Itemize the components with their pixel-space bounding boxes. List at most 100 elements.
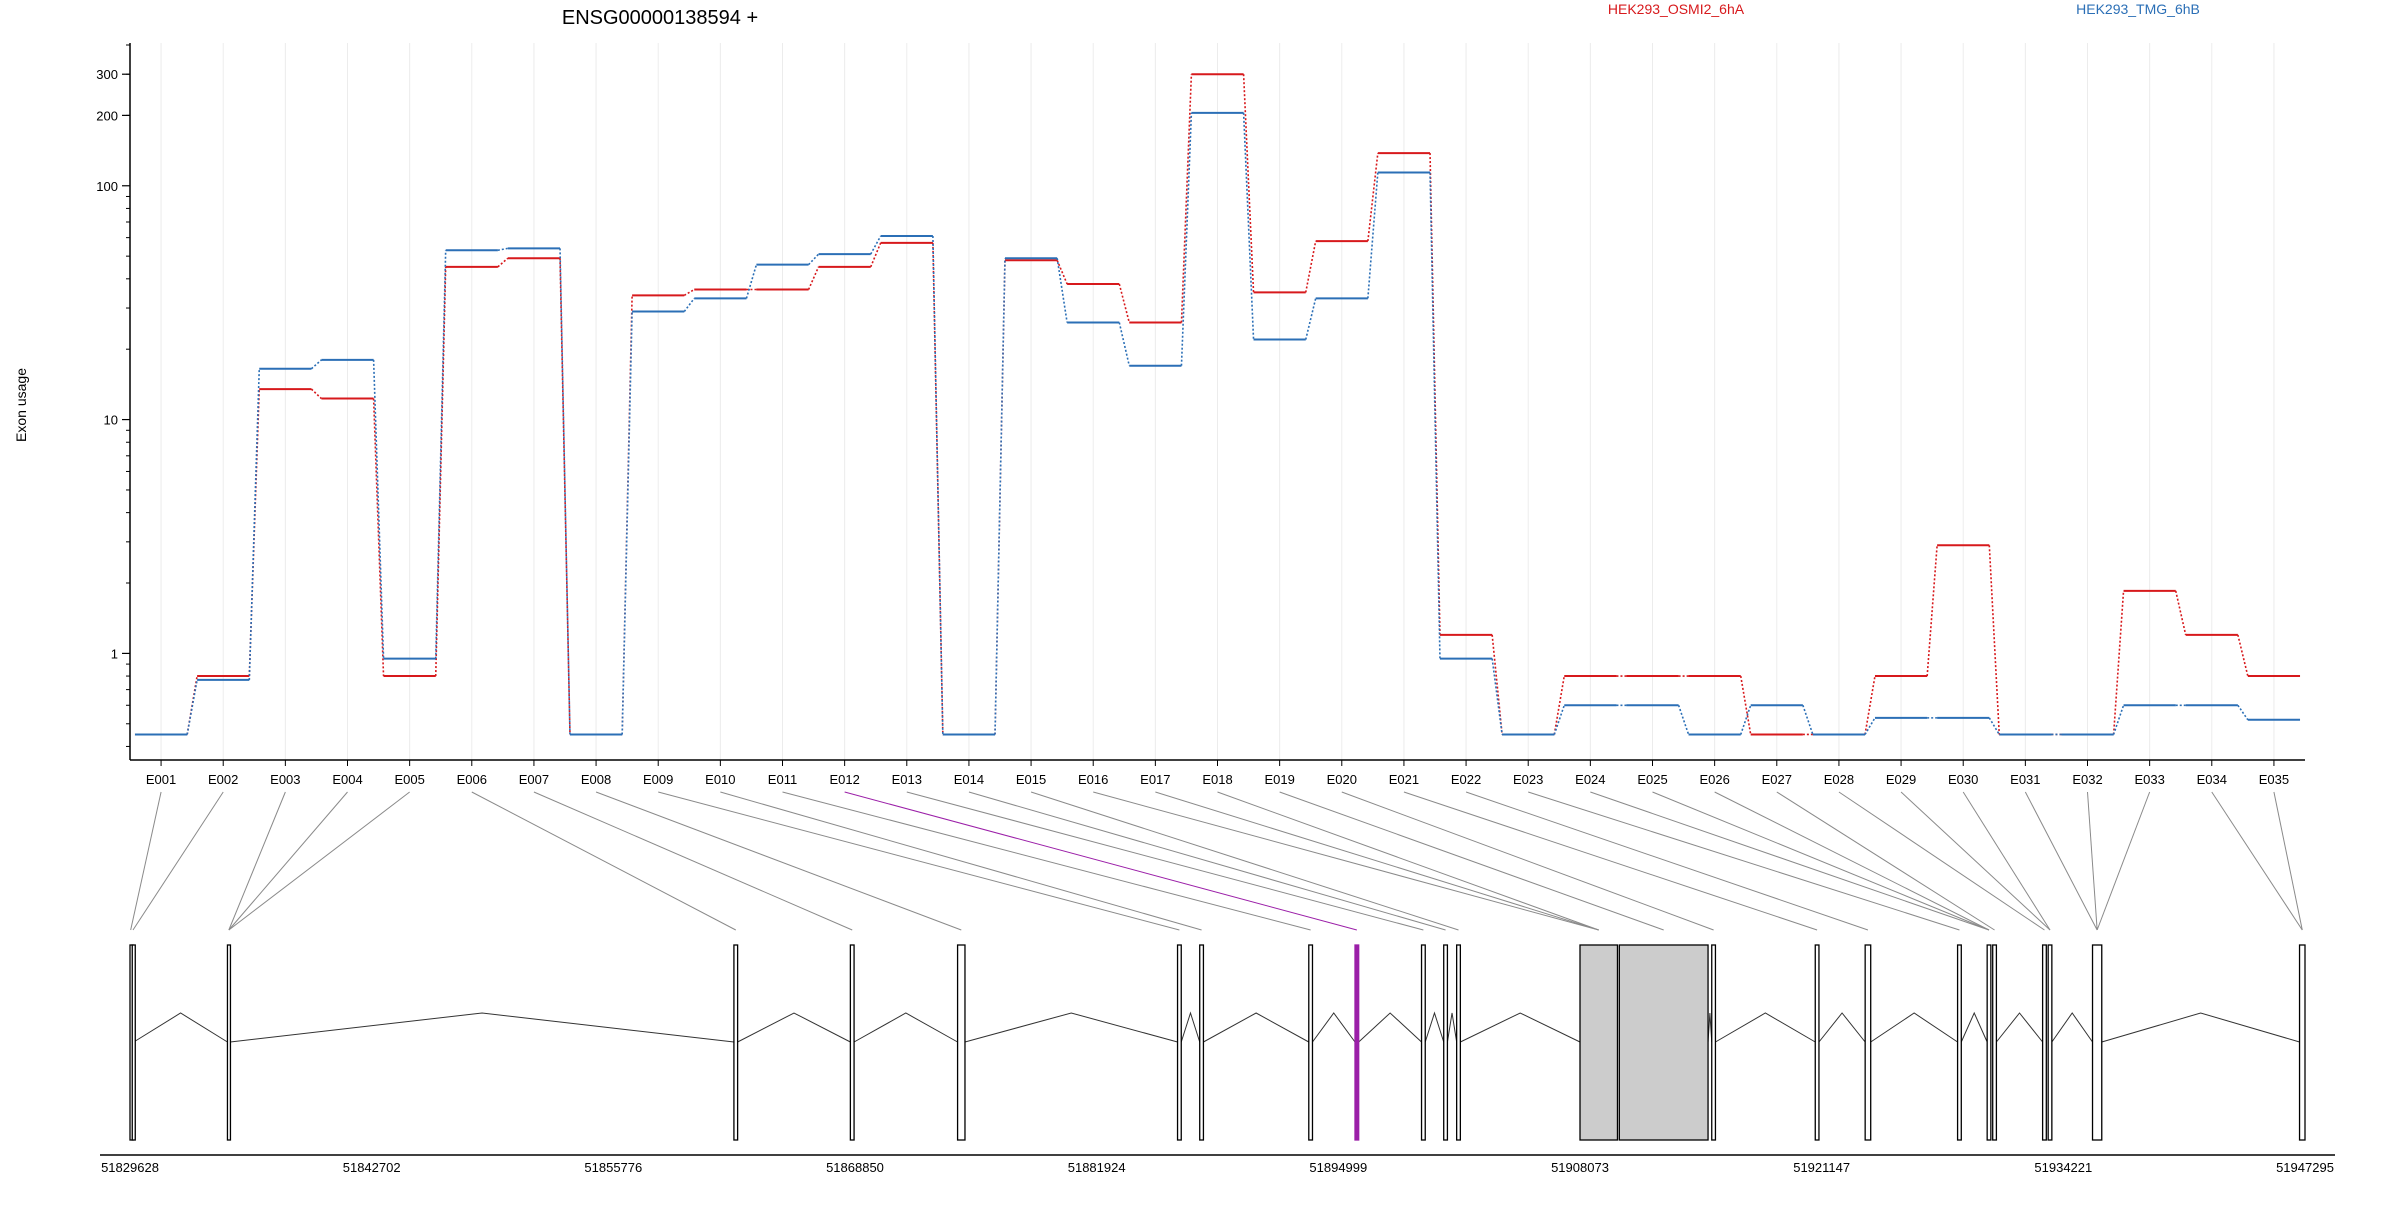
connector-E018 [1217,791,1599,931]
exon-box [849,944,855,1141]
series-transition [1864,675,1876,735]
series-transition [1739,705,1752,735]
x-tick-label: E028 [1824,772,1854,787]
x-tick-label: E033 [2134,772,2164,787]
exon-box [1864,944,1872,1141]
x-tick-label: E027 [1762,772,1792,787]
series-transition [932,235,944,735]
series-transition [1553,675,1566,735]
connector-E025 [1652,791,1990,931]
connector-E014 [968,791,1446,931]
intron-line [1960,1011,1988,1043]
exon-box [1992,944,1998,1141]
genomic-coordinate-label: 51921147 [1793,1160,1850,1175]
x-tick-label: E006 [457,772,487,787]
connector-E011 [782,791,1311,931]
series-transition [683,297,695,312]
series-transition [559,258,571,735]
series-transition [310,359,322,370]
series-transition [310,388,322,400]
y-tick-label: 300 [96,67,118,82]
intron-line [230,1012,734,1043]
exon-box [1308,944,1314,1141]
series-transition [683,288,695,297]
intron-line [133,1012,228,1043]
x-tick-label: E030 [1948,772,1978,787]
series-transition [2237,704,2249,721]
x-tick-label: E003 [270,772,300,787]
intron-line [1446,1012,1458,1043]
series-transition [1056,258,1068,323]
series-transition [186,679,198,735]
x-tick-label: E022 [1451,772,1481,787]
series-transition [2174,590,2187,636]
x-tick-label: E016 [1078,772,1108,787]
series-transition [1491,634,1503,735]
exon-box [1420,944,1426,1141]
series-transition [1429,172,1441,659]
connector-E026 [1714,791,1990,931]
x-tick-label: E013 [892,772,922,787]
series-transition [1802,705,1814,735]
series-transition [994,258,1006,735]
connector-E004 [228,791,348,931]
series-transition [1553,705,1566,735]
series-transition [1367,172,1379,299]
series-transition [434,250,447,659]
intron-line [964,1012,1178,1043]
y-tick-label: 200 [96,108,118,123]
series-transition [1304,240,1317,293]
series-transition [1491,658,1503,735]
x-tick-label: E034 [2197,772,2227,787]
connector-E015 [1030,791,1459,931]
connector-E013 [906,791,1424,931]
series-transition [1304,298,1317,340]
connector-E032 [2087,791,2098,931]
x-tick-label: E021 [1389,772,1419,787]
exon-box [956,944,966,1141]
connector-E019 [1279,791,1664,931]
legend-entry-hek293-tmg-6hb: HEK293_TMG_6hB [2076,1,2200,17]
series-transition [248,389,261,677]
series-transition [1988,717,2000,735]
series-transition [497,247,508,252]
series-transition [745,264,758,299]
connector-E030 [1962,791,2051,931]
series-transition [1242,74,1255,293]
intron-line [1460,1012,1581,1043]
intron-line [1870,1012,1958,1043]
connector-E028 [1838,791,2045,931]
x-tick-label: E001 [146,772,176,787]
connector-E017 [1155,791,1599,931]
series-transition [2237,634,2249,677]
exon-box [226,944,232,1141]
connector-E012 [844,791,1357,931]
genomic-coordinate-label: 51881924 [1068,1160,1126,1175]
connector-E008 [595,791,962,931]
series-hek293-tmg-6hb [134,111,2301,736]
connector-E002 [132,791,224,931]
chart-title: ENSG00000138594 + [562,7,758,29]
series-transition [1739,675,1752,735]
intron-line [1312,1012,1356,1043]
x-tick-label: E023 [1513,772,1543,787]
series-transition [2112,705,2125,735]
connector-layer [130,791,2303,931]
exon-box [1199,944,1205,1141]
connector-E020 [1341,791,1714,931]
x-tick-label: E017 [1140,772,1170,787]
exon-box [1443,944,1449,1141]
intron-line [2101,1012,2300,1043]
series-transition [434,266,447,677]
connector-E009 [658,791,1180,931]
y-axis-label: Exon usage [13,368,29,442]
exon-box [1814,944,1820,1141]
series-transition [1056,259,1068,285]
series-transition [1677,705,1690,735]
connector-E006 [471,791,737,931]
intron-line [1715,1012,1816,1043]
series-transition [1118,283,1131,323]
series-transition [1180,74,1193,323]
